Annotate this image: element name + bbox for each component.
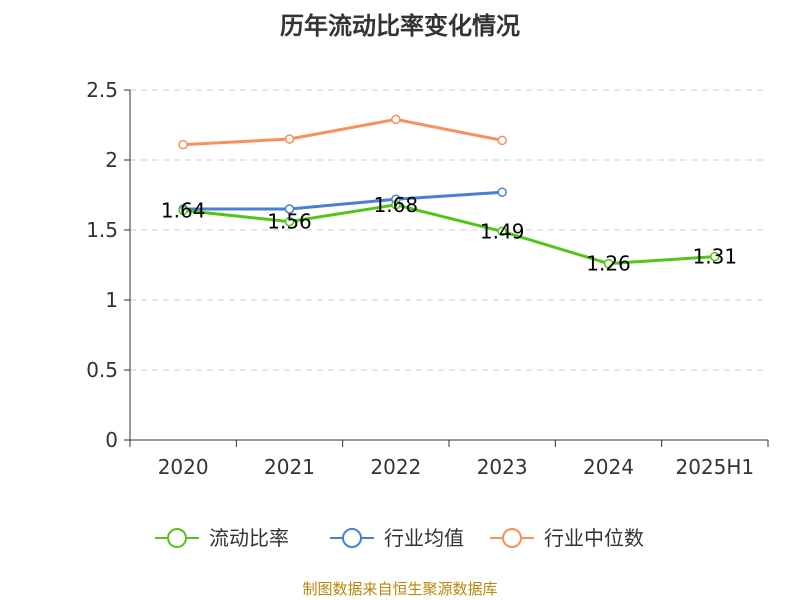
data-label: 1.49: [480, 219, 525, 243]
x-tick-label: 2024: [583, 455, 634, 479]
data-point: [284, 204, 295, 214]
y-tick-label: 2.5: [86, 78, 118, 102]
x-tick-label: 2025H1: [675, 455, 754, 479]
legend-label: 行业均值: [384, 526, 464, 550]
legend-marker: [342, 528, 362, 548]
data-point: [710, 251, 720, 262]
x-tick-label: 2021: [264, 455, 315, 479]
x-tick-label: 2020: [158, 455, 209, 479]
y-tick-label: 2: [105, 148, 118, 172]
data-source-note: 制图数据来自恒生聚源数据库: [302, 580, 498, 598]
series-line: [183, 117, 503, 147]
data-point: [284, 216, 295, 227]
data-point: [284, 134, 295, 144]
data-label: 1.31: [693, 245, 738, 269]
data-label: 1.68: [374, 193, 419, 217]
data-point: [178, 205, 188, 216]
data-label: 1.56: [267, 210, 312, 234]
legend-label: 行业中位数: [544, 526, 644, 550]
y-tick-label: 1.5: [86, 218, 118, 242]
data-point: [178, 139, 188, 150]
data-point: [391, 200, 401, 210]
y-tick-label: 0.5: [86, 358, 118, 382]
chart-legend: 流动比率 行业均值 行业中位数: [155, 526, 644, 550]
y-tick-label: 1: [105, 288, 118, 312]
data-point: [603, 258, 614, 269]
x-tick-label: 2022: [370, 455, 421, 479]
data-point: [497, 135, 507, 146]
data-point: [497, 187, 507, 197]
legend-label: 流动比率: [209, 526, 289, 550]
data-point: [391, 114, 401, 125]
chart-title: 历年流动比率变化情况: [280, 12, 520, 40]
legend-marker: [502, 528, 522, 548]
series-line: [183, 203, 715, 266]
x-tick-label: 2023: [477, 455, 528, 479]
legend-marker: [167, 528, 187, 548]
data-label: 1.64: [161, 198, 206, 222]
series-line: [183, 190, 503, 211]
y-tick-label: 0: [105, 428, 118, 452]
data-point: [497, 226, 507, 237]
data-label: 1.26: [586, 252, 631, 276]
